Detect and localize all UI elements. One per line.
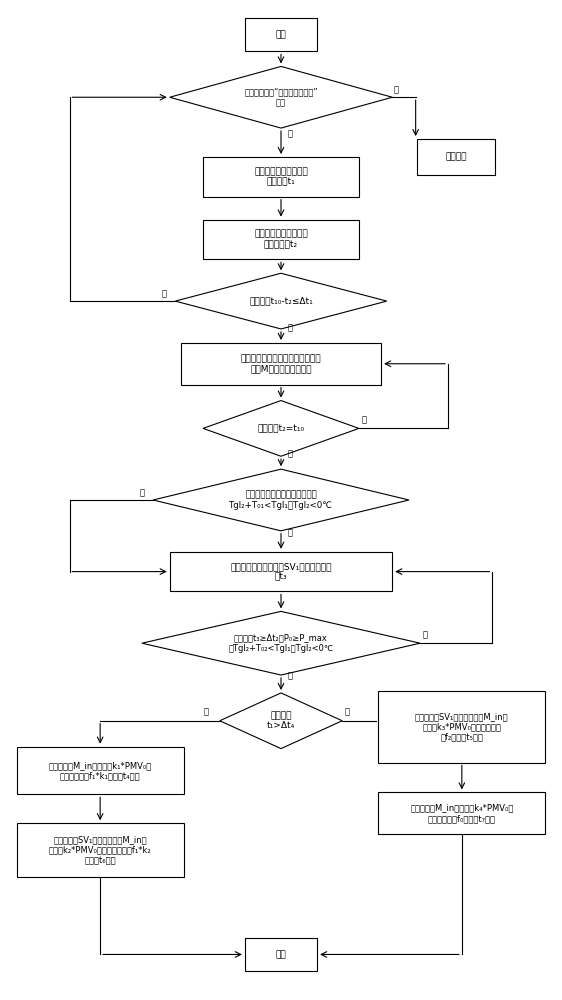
Text: 打开降噪装置的电磁阀SV₁，计录运行时
长t₃: 打开降噪装置的电磁阀SV₁，计录运行时 长t₃ bbox=[230, 562, 332, 581]
Text: 是: 是 bbox=[288, 528, 293, 537]
Text: 是: 是 bbox=[203, 708, 209, 717]
Text: 判断是否接受“制冷或除湿模式”
指令: 判断是否接受“制冷或除湿模式” 指令 bbox=[244, 88, 318, 107]
Text: 关闭电磁阀SV₁，调整室内机M_in的
阀步为k₃*PMV₀，压缩机频率
为f₂后运行t₅时长: 关闭电磁阀SV₁，调整室内机M_in的 阀步为k₃*PMV₀，压缩机频率 为f₂… bbox=[415, 712, 509, 742]
Text: 调整室内机M_in的阀步为k₄*PMV₀，
压缩机频率为f₀后运行t₇时长: 调整室内机M_in的阀步为k₄*PMV₀， 压缩机频率为f₀后运行t₇时长 bbox=[410, 804, 514, 823]
Text: 关闭其它内机阀，根据容量最小的
内机M对压缩机进行降频: 关闭其它内机阀，根据容量最小的 内机M对压缩机进行降频 bbox=[241, 354, 321, 373]
FancyBboxPatch shape bbox=[378, 691, 545, 763]
Text: 进入回油模式，记录累
计回油时长t₂: 进入回油模式，记录累 计回油时长t₂ bbox=[254, 230, 308, 249]
FancyBboxPatch shape bbox=[203, 220, 359, 259]
Text: 判断是否t₂=t₁₀: 判断是否t₂=t₁₀ bbox=[257, 424, 305, 433]
Text: 判断是否t₁₀-t₂≤Δt₁: 判断是否t₁₀-t₂≤Δt₁ bbox=[249, 297, 313, 306]
FancyBboxPatch shape bbox=[378, 792, 545, 834]
Polygon shape bbox=[142, 611, 420, 675]
Text: 开机: 开机 bbox=[275, 30, 287, 39]
Text: 是: 是 bbox=[288, 130, 293, 139]
Polygon shape bbox=[170, 66, 392, 128]
FancyBboxPatch shape bbox=[245, 938, 317, 971]
Text: 获取运行参数，并记录
运行时长t₁: 获取运行参数，并记录 运行时长t₁ bbox=[254, 167, 308, 187]
Polygon shape bbox=[175, 273, 387, 329]
Text: 关闭电磁阀SV₁，调整室内机M_in的
阀步为k₂*PMV₀，压缩机频率为f₁*k₂
后运行t₆时长: 关闭电磁阀SV₁，调整室内机M_in的 阀步为k₂*PMV₀，压缩机频率为f₁*… bbox=[49, 835, 152, 865]
FancyBboxPatch shape bbox=[170, 552, 392, 591]
Text: 判断是否t₃≥Δt₂或P₀≥P_max
或Tgl₂+T₀₂<Tgl₁或Tgl₂<0℃: 判断是否t₃≥Δt₂或P₀≥P_max 或Tgl₂+T₀₂<Tgl₁或Tgl₂<… bbox=[228, 634, 334, 653]
FancyBboxPatch shape bbox=[17, 747, 184, 794]
Text: 否: 否 bbox=[162, 289, 167, 298]
FancyBboxPatch shape bbox=[17, 823, 184, 877]
Text: 否: 否 bbox=[394, 85, 399, 94]
Text: 调整室内机M_in的阀步为k₁*PMV₀，
压缩机频率为f₁*k₁后运行t₄时长: 调整室内机M_in的阀步为k₁*PMV₀， 压缩机频率为f₁*k₁后运行t₄时长 bbox=[48, 761, 152, 780]
Text: 否: 否 bbox=[423, 630, 428, 639]
FancyBboxPatch shape bbox=[418, 139, 495, 175]
FancyBboxPatch shape bbox=[245, 18, 317, 51]
Text: 是: 是 bbox=[288, 450, 293, 459]
Polygon shape bbox=[220, 693, 342, 749]
Text: 否: 否 bbox=[362, 415, 366, 424]
Text: 否: 否 bbox=[345, 708, 350, 717]
FancyBboxPatch shape bbox=[203, 157, 359, 197]
FancyBboxPatch shape bbox=[181, 343, 381, 385]
Text: 结束: 结束 bbox=[275, 950, 287, 959]
Text: 否: 否 bbox=[140, 488, 144, 497]
Polygon shape bbox=[153, 469, 409, 531]
Text: 判断是否
t₁>Δt₄: 判断是否 t₁>Δt₄ bbox=[267, 711, 295, 730]
Text: 获取运行参数，计算并判断是否
Tgl₂+T₀₁<Tgl₁或Tgl₂<0℃: 获取运行参数，计算并判断是否 Tgl₂+T₀₁<Tgl₁或Tgl₂<0℃ bbox=[229, 490, 333, 510]
Polygon shape bbox=[203, 401, 359, 456]
Text: 是: 是 bbox=[288, 671, 293, 680]
Text: 是: 是 bbox=[288, 323, 293, 332]
Text: 正常运行: 正常运行 bbox=[446, 152, 467, 161]
